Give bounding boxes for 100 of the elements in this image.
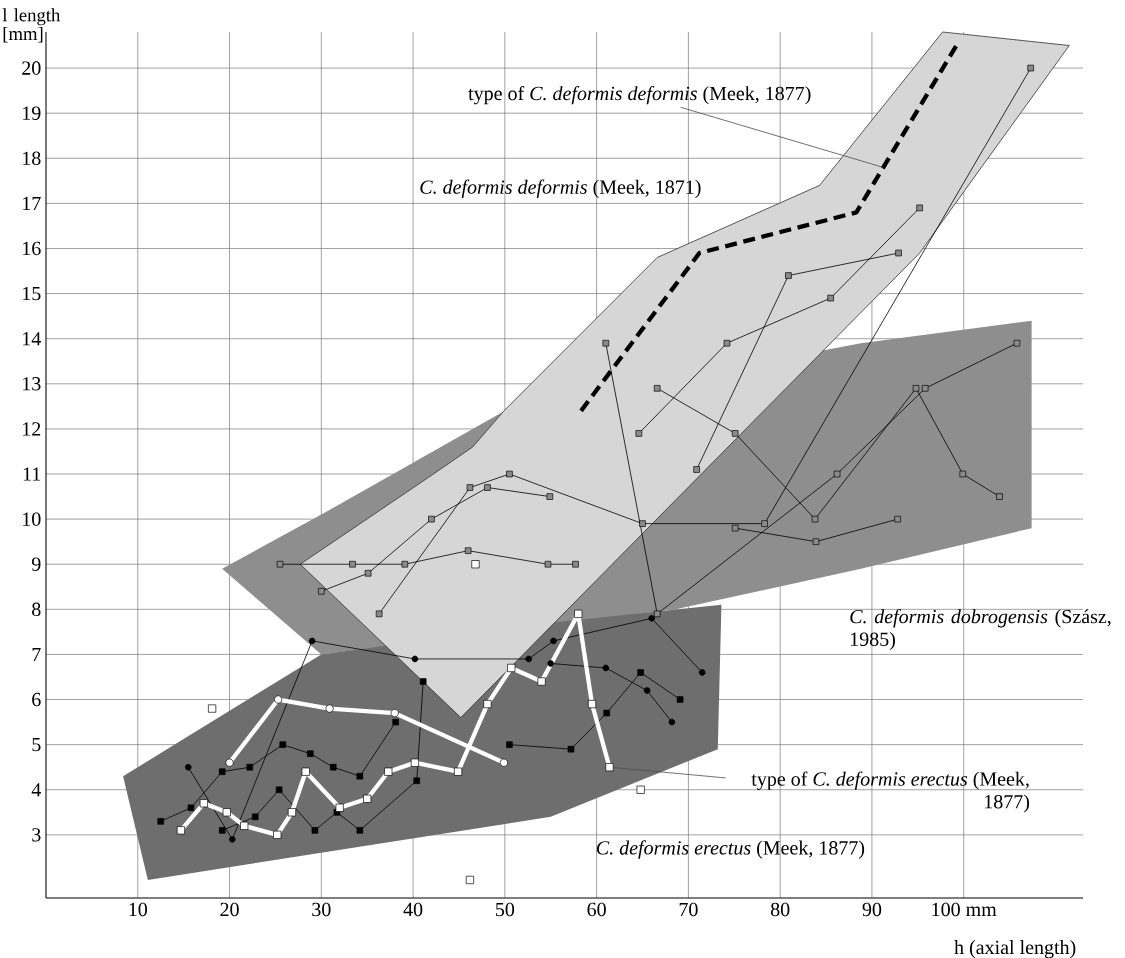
point: [287, 808, 297, 817]
point: [364, 569, 372, 577]
point: [222, 808, 231, 817]
point: [636, 785, 645, 794]
point: [401, 560, 409, 568]
y-axis-title: l length [mm]: [2, 8, 61, 43]
point: [603, 709, 610, 717]
point: [693, 466, 700, 473]
y-tick-label: 18: [23, 151, 41, 166]
y-tick-label: 9: [31, 557, 41, 571]
point: [1013, 339, 1021, 347]
point: [484, 484, 491, 491]
point: [602, 339, 610, 347]
point: [184, 763, 192, 771]
point: [176, 826, 185, 835]
point: [246, 763, 253, 771]
point: [506, 470, 513, 478]
y-tick-label: 12: [23, 422, 41, 436]
y-tick-label: 4: [31, 783, 41, 797]
point: [218, 827, 226, 834]
point: [996, 493, 1003, 500]
point: [363, 794, 372, 803]
point: [639, 520, 646, 527]
point: [602, 664, 610, 672]
point: [637, 669, 644, 676]
point: [453, 767, 463, 776]
point: [653, 385, 661, 392]
point: [325, 704, 334, 713]
point: [410, 758, 419, 767]
point: [698, 669, 706, 676]
point: [1027, 64, 1034, 72]
text: C. deformis dobrogensis (Szász, 1985): [850, 609, 1111, 651]
x-tick-label: 40: [403, 902, 423, 917]
y-tick-label: 15: [23, 286, 41, 301]
point: [916, 204, 923, 212]
point: [676, 696, 684, 703]
point: [356, 772, 364, 780]
point: [605, 763, 614, 772]
point: [465, 875, 475, 885]
point: [276, 560, 284, 568]
series-label: C. deformis deformis (Meek, 1871): [420, 179, 701, 198]
x-tick-label: 70: [679, 902, 698, 917]
y-tick-label: 14: [23, 332, 41, 346]
point: [464, 547, 472, 554]
y-tick-label: 11: [23, 467, 41, 481]
point: [225, 758, 234, 767]
point: [229, 836, 236, 843]
point: [635, 430, 643, 437]
point: [411, 655, 419, 663]
x-tick-label: 10: [129, 902, 148, 917]
y-tick-label: 3: [32, 828, 41, 842]
point: [547, 660, 555, 667]
point: [413, 777, 421, 784]
point: [761, 520, 768, 527]
point: [567, 745, 575, 753]
y-tick-label: 17: [23, 196, 41, 210]
y-tick-label: 13: [23, 377, 41, 391]
point: [525, 655, 532, 663]
point: [218, 768, 226, 775]
point: [811, 515, 819, 523]
point: [506, 741, 513, 748]
x-tick-label: 50: [496, 902, 515, 917]
x-tick-label: 100 mm: [932, 902, 997, 917]
point: [251, 813, 259, 821]
annotation: type of C. deformis deformis (Meek, 1877): [468, 85, 811, 105]
point: [428, 515, 435, 523]
x-tick-label: 90: [862, 902, 882, 917]
point: [392, 718, 399, 726]
x-axis-title: h (axial length): [954, 940, 1076, 958]
series-label: C. deformis erectus (Meek, 1877): [596, 840, 865, 859]
point: [499, 758, 509, 767]
point: [537, 677, 546, 686]
point: [827, 294, 834, 302]
point: [894, 515, 901, 523]
y-tick-label: 10: [23, 512, 41, 526]
point: [301, 767, 310, 776]
point: [653, 610, 661, 618]
y-tick-label: 7: [32, 647, 41, 661]
point: [335, 803, 344, 812]
point: [318, 588, 325, 595]
point: [240, 821, 249, 830]
point: [187, 804, 195, 812]
point: [785, 272, 792, 279]
point: [731, 430, 739, 437]
point: [208, 704, 217, 713]
point: [390, 709, 399, 718]
point: [275, 786, 283, 794]
point: [544, 560, 552, 568]
point: [921, 385, 929, 392]
point: [483, 699, 492, 709]
point: [311, 827, 319, 834]
point: [546, 493, 554, 500]
point: [375, 610, 383, 618]
y-tick-label: 20: [22, 61, 41, 75]
point: [419, 678, 427, 685]
point: [959, 470, 967, 478]
point: [466, 484, 474, 491]
point: [587, 699, 597, 709]
point: [723, 339, 731, 347]
point: [833, 470, 841, 478]
